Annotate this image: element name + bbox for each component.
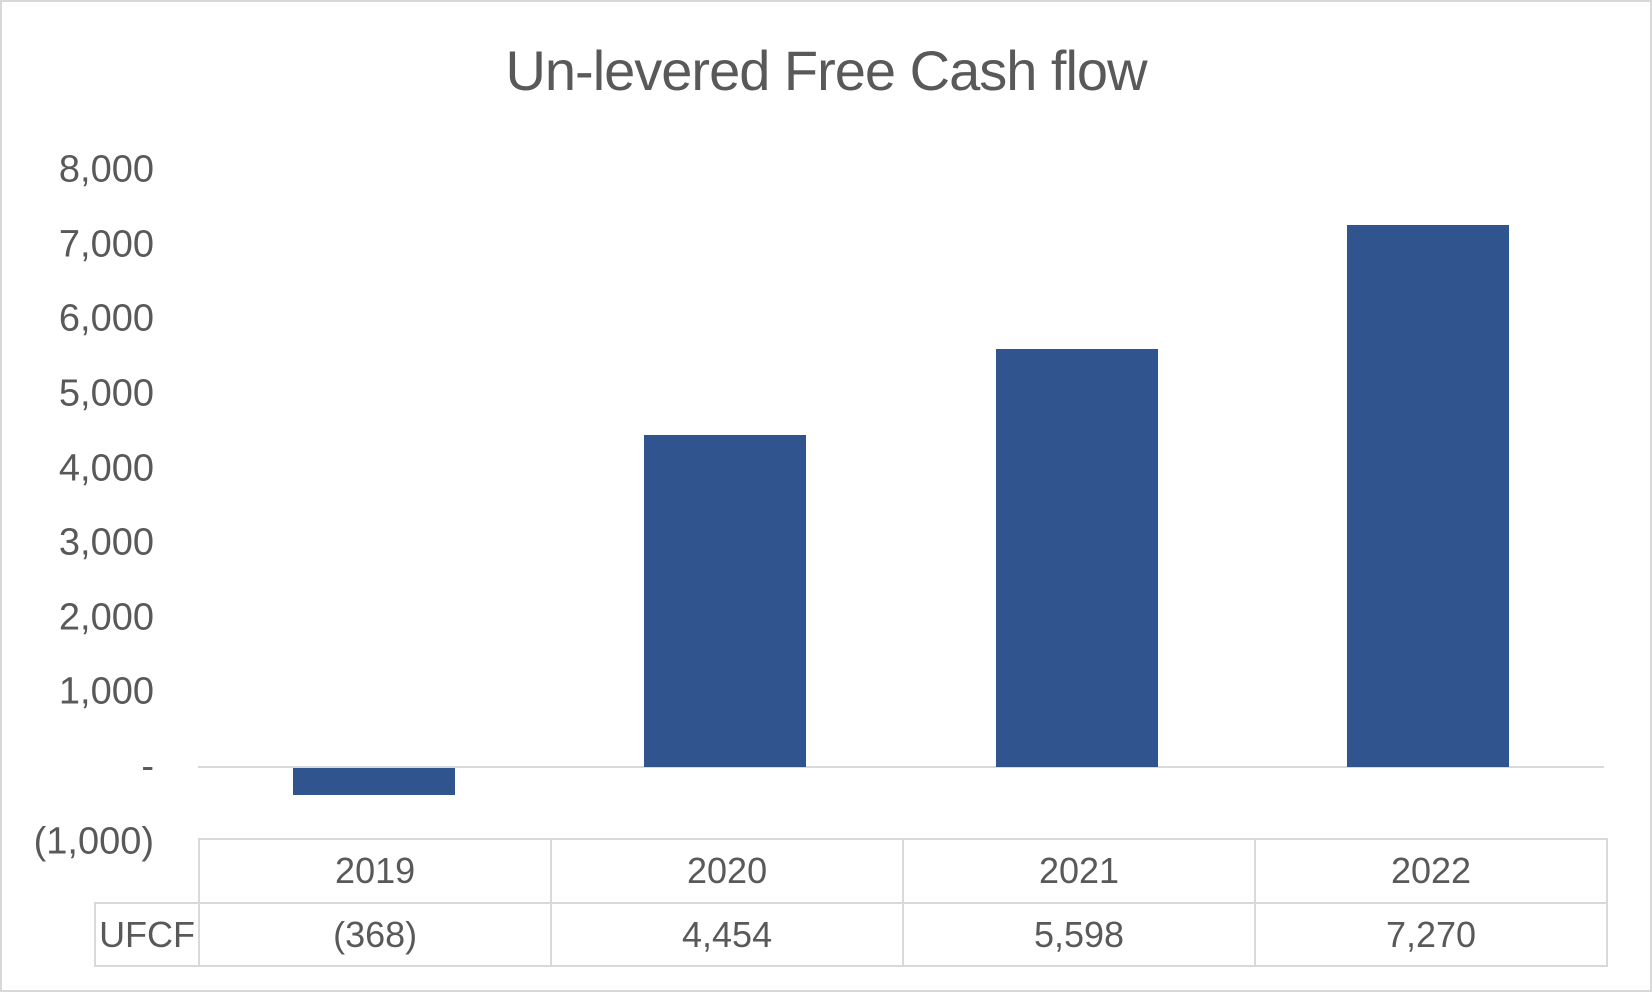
data-table: 2019 2020 2021 2022 UFCF (368) 4,454 5,598 7,270 bbox=[93, 838, 1609, 967]
y-tick-label: 4,000 bbox=[58, 447, 154, 490]
value-cell-2020: 4,454 bbox=[550, 902, 905, 967]
value-cell-2019: (368) bbox=[198, 902, 553, 967]
y-tick-label: 2,000 bbox=[58, 596, 154, 639]
y-tick-label: (1,000) bbox=[33, 820, 154, 863]
bar-2020 bbox=[644, 435, 806, 767]
value-cell-2022: 7,270 bbox=[1253, 902, 1609, 967]
y-tick-label: - bbox=[141, 745, 154, 788]
year-header-cell: 2019 bbox=[198, 838, 553, 904]
y-tick-label: 5,000 bbox=[58, 372, 154, 415]
y-tick-label: 3,000 bbox=[58, 521, 154, 564]
year-header-cell: 2022 bbox=[1253, 838, 1609, 904]
bar-2021 bbox=[996, 349, 1158, 767]
y-tick-label: 8,000 bbox=[58, 148, 154, 191]
year-header-cell: 2021 bbox=[902, 838, 1256, 904]
bar-2022 bbox=[1347, 225, 1509, 767]
year-header-cell: 2020 bbox=[550, 838, 905, 904]
bar-2019 bbox=[293, 768, 455, 795]
zero-axis-line bbox=[198, 766, 1604, 768]
y-tick-label: 6,000 bbox=[58, 297, 154, 340]
series-name-cell: UFCF bbox=[93, 902, 201, 967]
y-tick-label: 7,000 bbox=[58, 223, 154, 266]
value-cell-2021: 5,598 bbox=[902, 902, 1256, 967]
y-tick-label: 1,000 bbox=[58, 670, 154, 713]
chart-title: Un-levered Free Cash flow bbox=[505, 39, 1147, 102]
table-corner-cell bbox=[95, 839, 199, 903]
